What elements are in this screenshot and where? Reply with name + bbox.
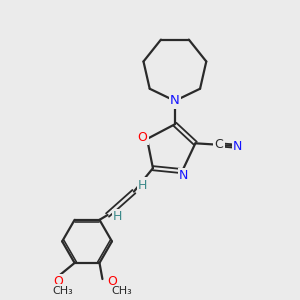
Text: CH₃: CH₃ <box>111 286 132 296</box>
Text: O: O <box>108 275 118 289</box>
Text: O: O <box>138 131 148 144</box>
Text: C: C <box>214 138 223 151</box>
Text: N: N <box>233 140 242 153</box>
Text: N: N <box>179 169 188 182</box>
Text: CH₃: CH₃ <box>52 286 73 296</box>
Text: O: O <box>53 275 63 288</box>
Text: H: H <box>113 210 122 223</box>
Text: N: N <box>170 94 180 107</box>
Text: H: H <box>138 179 147 192</box>
